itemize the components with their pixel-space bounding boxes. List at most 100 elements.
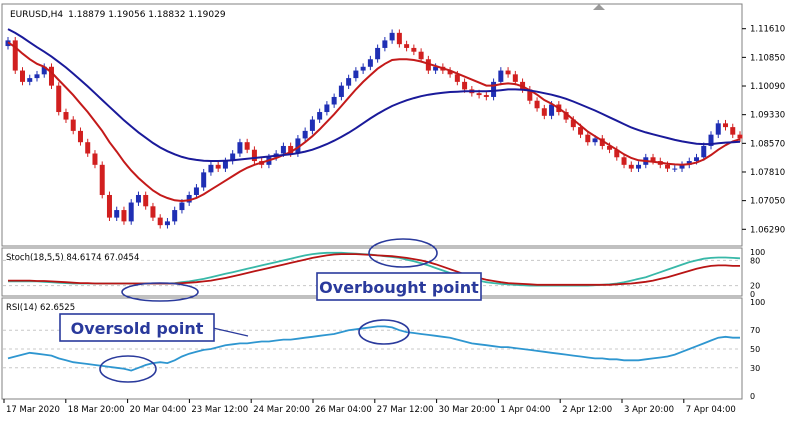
bear-candle <box>723 123 729 128</box>
bear-candle <box>578 127 584 135</box>
overbought-stoch-ellipse <box>368 238 438 268</box>
bull-candle <box>708 134 714 146</box>
time-axis-label: 2 Apr 12:00 <box>562 405 612 415</box>
bear-candle <box>628 164 634 169</box>
bull-candle <box>27 78 33 82</box>
bear-candle <box>85 142 91 154</box>
rsi-ytick-label: 70 <box>750 326 760 335</box>
bull-candle <box>172 210 178 222</box>
bear-candle <box>77 130 83 143</box>
overbought-rsi-ellipse <box>358 319 410 345</box>
bear-candle <box>157 217 163 226</box>
bull-candle <box>186 194 192 203</box>
time-axis-label: 20 Mar 04:00 <box>130 405 187 415</box>
time-axis-label: 3 Apr 20:00 <box>624 405 674 415</box>
price-ytick-label: 1.07050 <box>750 197 785 207</box>
bear-candle <box>48 66 54 86</box>
price-panel-title: EURUSD,H4 1.18879 1.19056 1.18832 1.19029 <box>10 10 226 20</box>
price-ytick-label: 1.09330 <box>750 111 785 121</box>
bull-candle <box>636 164 642 169</box>
oversold-label: Oversold point <box>71 319 204 338</box>
stoch-panel-title: Stoch(18,5,5) 84.6174 67.0454 <box>6 253 139 263</box>
bear-candle <box>251 149 257 162</box>
axis-layer: 1.11610 1.10850 1.10090 1.09330 1.08570 1.078… <box>3 25 785 415</box>
overbought-label-box <box>316 272 482 301</box>
bull-candle <box>201 172 207 188</box>
bull-candle <box>295 138 301 154</box>
stoch-ytick-label: 100 <box>750 248 765 257</box>
bear-candle <box>418 51 424 60</box>
time-axis-label: 23 Mar 12:00 <box>191 405 248 415</box>
bull-candle <box>701 145 707 158</box>
bull-candle <box>382 40 388 48</box>
bull-candle <box>34 74 40 79</box>
price-ytick-label: 1.07810 <box>750 168 785 178</box>
bull-candle <box>346 78 352 86</box>
bear-candle <box>63 112 69 120</box>
stoch-ytick-label: 20 <box>750 282 760 291</box>
bull-candle <box>208 164 214 173</box>
chart-shift-icon[interactable] <box>593 4 605 10</box>
price-ytick-label: 1.08570 <box>750 139 785 149</box>
bear-candle <box>534 100 540 109</box>
bull-candle <box>164 221 170 226</box>
bull-candle <box>230 153 236 162</box>
time-axis-label: 30 Mar 20:00 <box>439 405 496 415</box>
rsi-line <box>7 325 740 372</box>
time-axis-label: 26 Mar 04:00 <box>315 405 372 415</box>
bear-candle <box>92 153 98 165</box>
bear-candle <box>621 157 627 165</box>
bear-candle <box>730 127 736 135</box>
bear-candle <box>454 74 460 82</box>
bull-candle <box>353 70 359 79</box>
slow-ma-line <box>7 28 741 162</box>
time-axis-label: 17 Mar 2020 <box>6 405 60 415</box>
bull-candle <box>367 59 373 67</box>
time-axis-label: 18 Mar 20:00 <box>68 405 125 415</box>
bear-candle <box>570 119 576 128</box>
annotation-layer: Overbought point Oversold point <box>59 238 482 383</box>
oversold-rsi-ellipse <box>99 355 157 383</box>
bull-candle <box>179 202 185 211</box>
bear-candle <box>215 164 221 169</box>
bull-candle <box>309 119 315 131</box>
bear-candle <box>737 134 743 139</box>
bull-candle <box>433 66 439 71</box>
price-ytick-label: 1.10850 <box>750 53 785 63</box>
overbought-label: Overbought point <box>319 278 479 297</box>
bull-candle <box>237 142 243 154</box>
stoch-signal-line <box>8 253 740 286</box>
bull-candle <box>672 168 678 170</box>
stochastic-layer <box>8 251 741 287</box>
bear-candle <box>585 134 591 143</box>
rsi-ytick-label: 100 <box>750 298 765 307</box>
bear-candle <box>483 95 489 97</box>
bull-candle <box>114 210 120 218</box>
bull-candle <box>686 161 692 165</box>
bull-candle <box>317 112 323 120</box>
bull-candle <box>389 32 395 41</box>
price-ohlc-readout: 1.18879 1.19056 1.18832 1.19029 <box>68 10 226 20</box>
bear-candle <box>476 93 482 96</box>
bull-candle <box>592 138 598 143</box>
rsi-ytick-label: 50 <box>750 345 760 354</box>
bear-candle <box>396 32 402 45</box>
bear-candle <box>505 70 511 75</box>
bull-candle <box>498 70 504 82</box>
bear-candle <box>121 210 127 222</box>
bear-candle <box>56 85 62 113</box>
rsi-ytick-label: 30 <box>750 364 760 373</box>
price-ytick-label: 1.06290 <box>750 225 785 235</box>
price-panel-frame <box>1 3 743 247</box>
bear-candle <box>70 119 76 131</box>
stoch-ytick-label: 80 <box>750 256 760 265</box>
moving-average-layer <box>7 28 741 203</box>
bull-candle <box>360 66 366 71</box>
bear-candle <box>650 157 656 162</box>
price-ytick-label: 1.11610 <box>750 25 785 35</box>
bear-candle <box>425 59 431 71</box>
bull-candle <box>222 161 228 169</box>
bear-candle <box>512 74 518 82</box>
